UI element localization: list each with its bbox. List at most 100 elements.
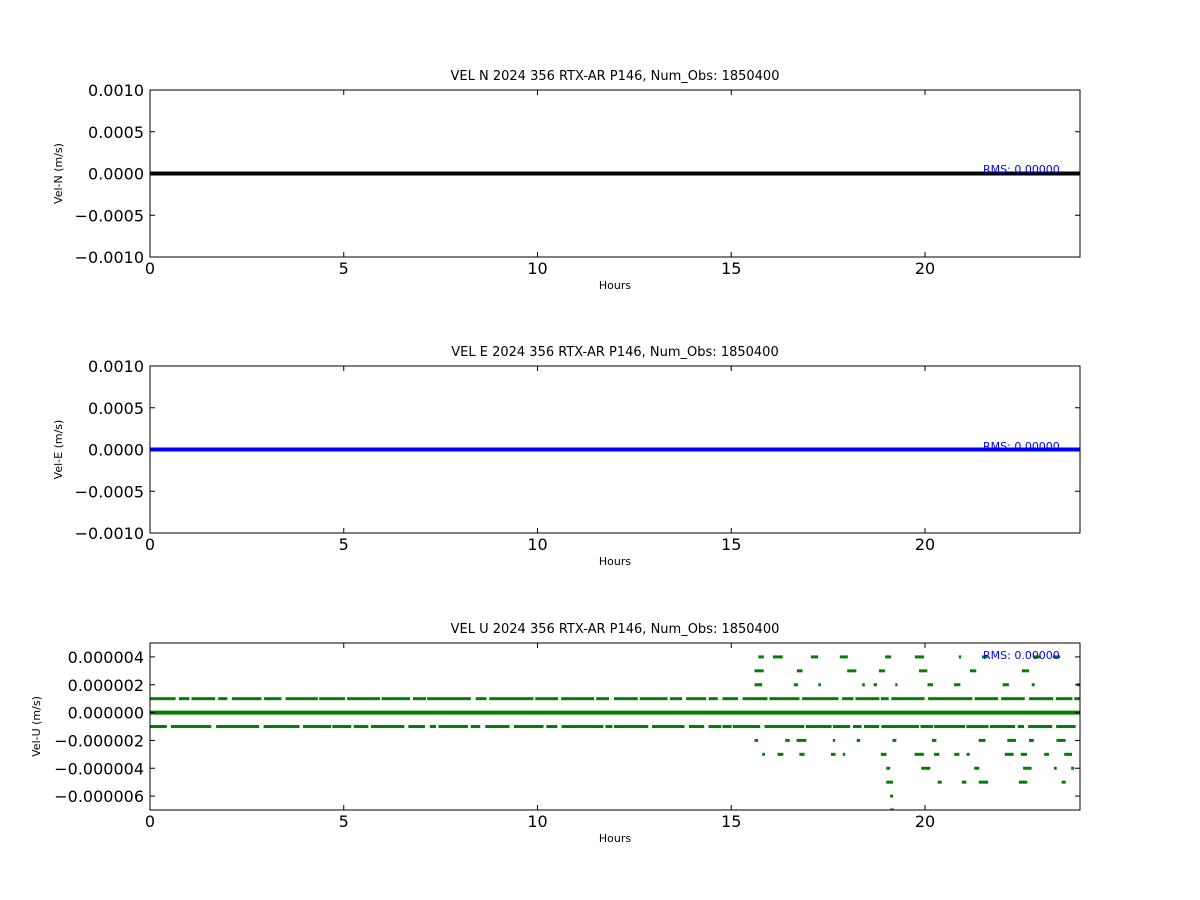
- data-point: [842, 752, 846, 756]
- y-tick-label: 0.000002: [68, 676, 144, 695]
- data-point: [1052, 655, 1061, 659]
- x-tick-label: 0: [145, 535, 155, 554]
- data-point: [772, 655, 783, 659]
- data-point: [937, 780, 942, 784]
- data-point: [914, 655, 924, 659]
- data-point: [722, 697, 739, 701]
- data-point: [895, 683, 898, 687]
- y-tick-label: 0.0005: [88, 123, 144, 142]
- rms-annotation: RMS: 0.00000: [983, 649, 1060, 662]
- data-point: [799, 752, 805, 756]
- y-tick-label: −0.000004: [54, 759, 144, 778]
- data-point: [754, 683, 763, 687]
- y-tick-label: −0.000002: [54, 731, 144, 750]
- data-point: [862, 683, 865, 687]
- data-point: [216, 725, 260, 728]
- data-band: [754, 669, 1029, 673]
- data-point: [263, 725, 300, 728]
- data-point: [892, 738, 897, 742]
- y-tick-label: 0.0010: [88, 81, 144, 100]
- data-point: [934, 725, 966, 728]
- chart-title: VEL U 2024 356 RTX-AR P146, Num_Obs: 185…: [451, 622, 780, 637]
- x-tick-label: 5: [339, 812, 349, 831]
- data-point: [839, 655, 848, 659]
- data-band: [150, 697, 1080, 701]
- data-point: [927, 683, 934, 687]
- data-point: [961, 780, 967, 784]
- data-point: [429, 725, 437, 728]
- data-point: [1044, 752, 1049, 756]
- x-tick-label: 5: [339, 535, 349, 554]
- data-point: [974, 697, 999, 701]
- data-point: [810, 655, 819, 659]
- data-point: [954, 683, 961, 687]
- data-point: [332, 725, 352, 728]
- data-point: [722, 725, 732, 728]
- data-point: [470, 725, 481, 728]
- data-point: [1074, 697, 1080, 701]
- data-point: [886, 780, 893, 784]
- data-point: [796, 738, 807, 742]
- y-tick-label: 0.0005: [88, 399, 144, 418]
- data-point: [758, 655, 764, 659]
- data-point: [914, 752, 924, 756]
- data-point: [832, 738, 836, 742]
- data-point: [978, 780, 989, 784]
- data-point: [891, 697, 925, 701]
- data-point: [605, 725, 613, 728]
- data-point: [475, 697, 487, 701]
- data-band: [890, 794, 894, 798]
- chart-title: VEL N 2024 356 RTX-AR P146, Num_Obs: 185…: [451, 69, 780, 84]
- data-band: [762, 752, 1073, 756]
- data-point: [381, 697, 411, 701]
- data-point: [408, 725, 425, 728]
- data-point: [1028, 725, 1053, 728]
- y-axis-label: Vel-E (m/s): [52, 420, 65, 480]
- data-point: [764, 725, 805, 728]
- data-point: [639, 697, 668, 701]
- data-point: [802, 697, 839, 701]
- y-tick-label: 0.0000: [88, 165, 144, 184]
- data-band: [758, 655, 1061, 659]
- rms-annotation: RMS: 0.00000: [983, 440, 1060, 453]
- data-band: [150, 725, 1076, 728]
- x-tick-label: 15: [721, 812, 741, 831]
- data-point: [1031, 683, 1035, 687]
- x-tick-label: 0: [145, 812, 155, 831]
- data-point: [1054, 766, 1057, 770]
- data-point: [954, 752, 960, 756]
- data-point: [489, 697, 534, 701]
- data-point: [353, 725, 369, 728]
- data-point: [596, 697, 610, 701]
- x-tick-label: 20: [915, 812, 935, 831]
- data-point: [805, 725, 832, 728]
- data-point: [231, 697, 262, 701]
- data-point: [762, 752, 765, 756]
- x-tick-label: 15: [721, 259, 741, 278]
- y-tick-label: 0.000004: [68, 648, 144, 667]
- data-point: [934, 752, 940, 756]
- data-point: [614, 725, 649, 728]
- data-point: [535, 697, 559, 701]
- y-tick-label: −0.0010: [75, 524, 144, 543]
- subplot-2: 0 5 10 15 20 0.0010 0.0005 0.0000 −0.0005 −0.0010…: [52, 345, 1081, 568]
- data-point: [303, 725, 332, 728]
- data-point: [218, 697, 228, 701]
- data-point: [285, 697, 318, 701]
- data-point: [1033, 655, 1041, 659]
- x-tick-label: 10: [527, 812, 547, 831]
- data-point: [1061, 780, 1066, 784]
- axes-frame: [149, 642, 1081, 811]
- data-point: [546, 725, 558, 728]
- x-tick-label: 5: [339, 259, 349, 278]
- data-point: [769, 697, 800, 701]
- data-point: [412, 697, 426, 701]
- data-point: [613, 697, 638, 701]
- data-point: [485, 725, 510, 728]
- data-point: [928, 697, 973, 701]
- data-point: [178, 697, 190, 701]
- data-point: [856, 738, 861, 742]
- data-point: [881, 725, 919, 728]
- data-point: [785, 738, 790, 742]
